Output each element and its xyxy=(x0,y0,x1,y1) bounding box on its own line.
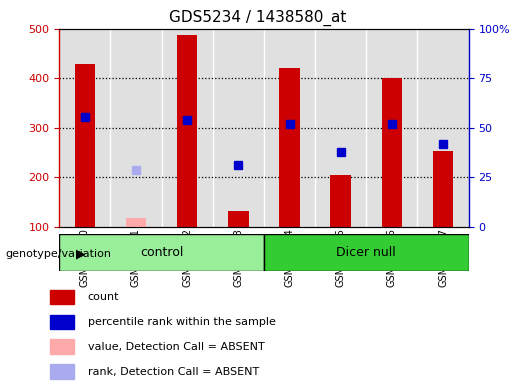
Bar xyxy=(50,364,74,379)
Text: GDS5234 / 1438580_at: GDS5234 / 1438580_at xyxy=(169,10,346,26)
Bar xyxy=(126,218,146,227)
Text: percentile rank within the sample: percentile rank within the sample xyxy=(88,317,276,327)
Bar xyxy=(433,151,453,227)
Bar xyxy=(50,339,74,354)
Text: value, Detection Call = ABSENT: value, Detection Call = ABSENT xyxy=(88,342,264,352)
Bar xyxy=(59,234,264,271)
Text: genotype/variation: genotype/variation xyxy=(5,249,111,259)
Text: Dicer null: Dicer null xyxy=(336,246,396,259)
Bar xyxy=(279,68,300,227)
Text: control: control xyxy=(140,246,183,259)
Bar xyxy=(382,78,402,227)
Bar xyxy=(228,211,249,227)
Text: ▶: ▶ xyxy=(76,248,86,261)
Bar xyxy=(264,234,469,271)
Bar xyxy=(75,65,95,227)
Bar xyxy=(177,35,197,227)
Text: rank, Detection Call = ABSENT: rank, Detection Call = ABSENT xyxy=(88,367,259,377)
Text: count: count xyxy=(88,292,119,302)
Bar xyxy=(50,290,74,304)
Bar xyxy=(331,175,351,227)
Bar xyxy=(50,314,74,329)
